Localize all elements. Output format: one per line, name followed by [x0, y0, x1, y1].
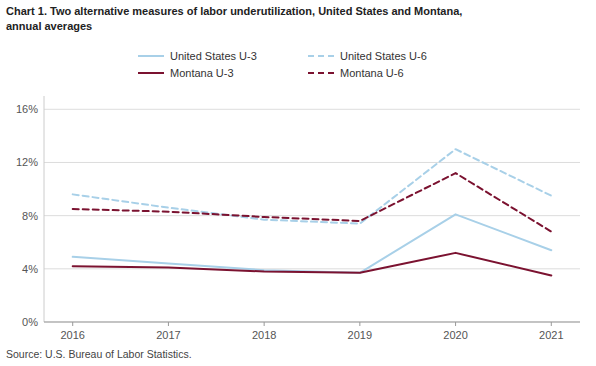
legend-label: United States U-3 [170, 50, 257, 62]
legend-label: Montana U-3 [170, 67, 234, 79]
legend-swatch [308, 55, 334, 57]
y-tick-label: 4% [22, 263, 38, 275]
legend-swatch [308, 72, 334, 74]
legend: United States U-3 United States U-6 Montan… [138, 50, 427, 79]
grid-line [44, 322, 580, 323]
x-tick [455, 322, 456, 326]
chart: Chart 1. Two alternative measures of lab… [0, 0, 596, 366]
legend-label: Montana U-6 [340, 67, 404, 79]
grid-line [44, 215, 580, 216]
legend-swatch [138, 55, 164, 57]
x-tick [72, 322, 73, 326]
x-axis-line [44, 322, 580, 323]
series-line [73, 173, 552, 231]
series-line [73, 214, 552, 272]
title: Chart 1. Two alternative measures of lab… [6, 5, 462, 32]
background [0, 0, 596, 366]
source-note: Source: U.S. Bureau of Labor Statistics. [6, 348, 192, 360]
x-tick-label: 2017 [156, 329, 180, 341]
title-line: annual averages [6, 20, 92, 32]
x-tick-label: 2021 [539, 329, 563, 341]
y-tick-label: 0% [22, 316, 38, 328]
grid-line [44, 162, 580, 163]
x-tick-label: 2019 [348, 329, 372, 341]
plot-lines [73, 149, 552, 275]
x-tick [264, 322, 265, 326]
title-line: Chart 1. Two alternative measures of lab… [6, 5, 462, 17]
x-tick-label: 2016 [60, 329, 84, 341]
y-axis: 0% 4% 8% 12% 16% [16, 96, 580, 328]
y-tick-label: 16% [16, 103, 38, 115]
series-line [73, 253, 552, 276]
grid-line [44, 268, 580, 269]
x-tick [551, 322, 552, 326]
legend-label: United States U-6 [340, 50, 427, 62]
x-axis: 2016 2017 2018 2019 2020 2021 [44, 322, 580, 341]
y-tick-label: 8% [22, 210, 38, 222]
x-tick-label: 2018 [252, 329, 276, 341]
grid-line [44, 109, 580, 110]
y-tick-label: 12% [16, 156, 38, 168]
x-tick [359, 322, 360, 326]
series-line [73, 149, 552, 223]
x-tick-label: 2020 [443, 329, 467, 341]
y-axis-line [44, 96, 45, 322]
legend-swatch [138, 72, 164, 74]
x-tick [168, 322, 169, 326]
